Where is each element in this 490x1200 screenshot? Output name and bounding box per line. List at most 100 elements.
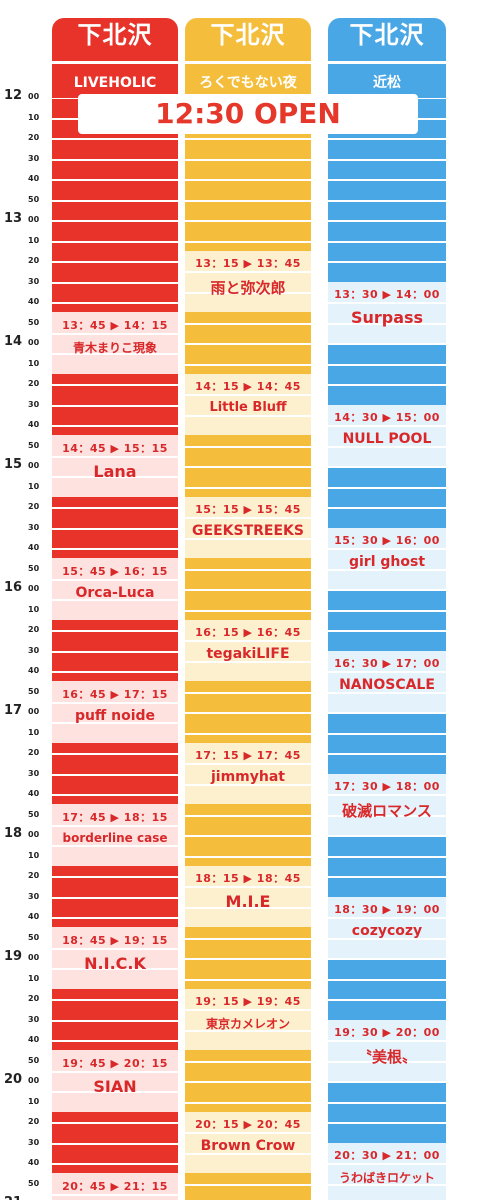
performance-slot[interactable]: 13：45 ▶ 14：15 青木まりこ現象 [52,312,178,374]
time-block [185,181,311,200]
performance-slot[interactable]: 15：30 ▶ 16：00 girl ghost [328,527,446,589]
performance-slot[interactable]: 20：30 ▶ 21：00 うわばきロケット [328,1142,446,1200]
minute-label: 20 [28,748,40,757]
time-block [185,714,311,733]
artist-name: Little Bluff [209,400,287,416]
pre-open-block [328,140,446,159]
performance-slot[interactable]: 16：30 ▶ 17：00 NANOSCALE [328,650,446,712]
performance-slot[interactable]: 17：45 ▶ 18：15 borderline case [52,804,178,866]
performance-slot[interactable]: 19：15 ▶ 19：45 東京カメレオン [185,988,311,1051]
performance-slot[interactable]: 19：30 ▶ 20：00 〝美根〟 [328,1019,446,1081]
open-time-banner: 12:30 OPEN [78,94,418,134]
time-block [328,365,446,384]
minute-label: 10 [28,604,40,614]
minute-label: 00 [28,338,40,347]
performance-slot[interactable]: 16：45 ▶ 17：15 puff noide [52,681,178,743]
slot-divider [185,906,311,909]
minute-label: 50 [28,932,40,942]
time-block [52,652,178,671]
performance-slot[interactable]: 14：30 ▶ 15：00 NULL POOL [328,404,446,466]
time-block [328,345,446,364]
performance-slot[interactable]: 15：15 ▶ 15：45 GEEKSTREEKS [185,496,311,559]
performance-slot[interactable]: 17：30 ▶ 18：00 破滅ロマンス [328,773,446,835]
performance-slot[interactable]: 15：45 ▶ 16：15 Orca-Luca [52,558,178,620]
time-block [328,734,446,753]
artist-name: NANOSCALE [339,677,435,693]
performance-slot[interactable]: 17：15 ▶ 17：45 jimmyhat [185,742,311,805]
time-block [185,591,311,610]
slot-divider [185,660,311,663]
time-block [185,693,311,712]
slot-divider [52,968,178,971]
venue-name: 近松 [373,75,401,91]
time-block [185,816,311,835]
time-block [185,222,311,241]
minute-label: 40 [28,912,40,921]
time-block [328,878,446,897]
slot-time: 13：30 ▶ 14：00 [334,287,440,301]
minute-label: 20 [28,1117,40,1126]
performance-slot[interactable]: 13：30 ▶ 14：00 Surpass [328,281,446,343]
hour-label: 21 [4,1195,28,1200]
artist-name: girl ghost [348,554,426,570]
time-block [52,1021,178,1040]
performance-slot[interactable]: 20：45 ▶ 21：15Aftertalk [52,1173,178,1200]
header-divider [52,61,178,64]
time-block [52,181,178,200]
slot-divider [185,271,311,274]
performance-slot[interactable]: 18：15 ▶ 18：45 M.I.E [185,865,311,928]
slot-divider [52,845,178,848]
pre-open-block [52,140,178,159]
slot-divider [328,1060,446,1063]
artist-name: puff noide [74,707,156,724]
minute-label: 10 [28,481,40,491]
performance-slot[interactable]: 18：45 ▶ 19：15 N.I.C.K [52,927,178,989]
slot-time: 14：45 ▶ 15：15 [62,441,168,455]
performance-slot[interactable]: 18：30 ▶ 19：00 cozycozy [328,896,446,958]
performance-slot[interactable]: 14：15 ▶ 14：45 Little Bluff [185,373,311,436]
artist-name: cozycozy [351,923,423,939]
slot-time: 17：30 ▶ 18：00 [334,779,440,793]
time-block [328,611,446,630]
minute-label: 20 [28,994,40,1003]
hour-label: 14 [4,334,23,349]
slot-divider [52,332,178,335]
time-block [52,529,178,548]
minute-label: 10 [28,235,40,245]
minute-label: 00 [28,953,40,962]
time-block [185,1083,311,1102]
time-block [185,345,311,364]
performance-slot[interactable]: 16：15 ▶ 16：45 tegakiLIFE [185,619,311,682]
performance-slot[interactable]: 19：45 ▶ 20：15 SIAN [52,1050,178,1112]
slot-time: 13：15 ▶ 13：45 [195,257,301,270]
slot-divider [185,1132,311,1135]
time-block [185,939,311,958]
artist-name: NULL POOL [342,431,432,447]
performance-slot[interactable]: 14：45 ▶ 15：15 Lana [52,435,178,497]
artist-name: 破滅ロマンス [342,802,432,820]
time-block [52,263,178,282]
slot-time: 15：45 ▶ 16：15 [62,564,168,578]
time-block [185,1062,311,1081]
performance-slot[interactable]: 20：15 ▶ 20：45 Brown Crow [185,1111,311,1174]
time-block [52,755,178,774]
minute-label: 40 [28,789,40,798]
performance-slot[interactable]: 13：15 ▶ 13：45 雨と弥次郎 [185,250,311,313]
artist-name: うわばきロケット [338,1171,435,1185]
slot-divider [185,640,311,643]
time-block [328,857,446,876]
slot-time: 17：15 ▶ 17：45 [195,749,301,762]
hour-label: 17 [4,703,23,718]
artist-name: tegakiLIFE [206,646,290,663]
time-block [328,488,446,507]
time-block [185,324,311,343]
time-block [185,447,311,466]
time-block [328,837,446,856]
slot-time: 18：15 ▶ 18：45 [195,872,301,885]
time-block [328,263,446,282]
time-block [328,160,446,179]
header-divider [185,61,311,64]
minute-label: 30 [28,1137,40,1147]
time-block [52,775,178,794]
minute-label: 40 [28,1158,40,1167]
